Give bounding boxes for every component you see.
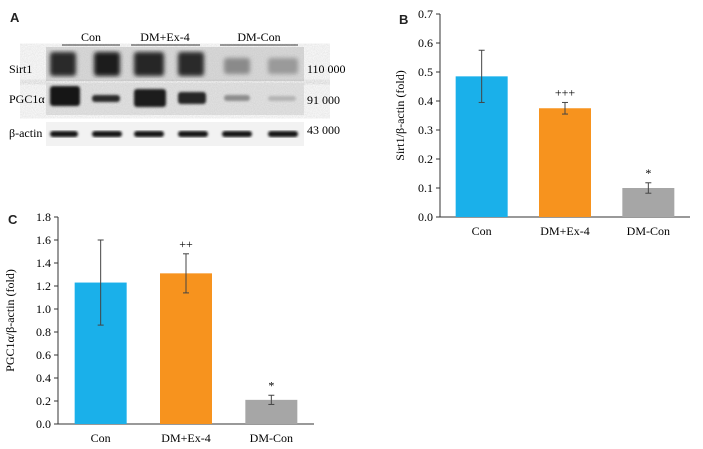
x-tick-label: DM+Ex-4: [540, 224, 589, 238]
blot-group-label: DM+Ex-4: [140, 30, 189, 44]
bar-1: [539, 108, 591, 217]
western-blot: Con DM+Ex-4 DM-Con Sirt1 110 000 PGC1: [9, 30, 346, 146]
y-tick-label: 0.1: [418, 181, 433, 195]
beta-actin-blot-strip: [46, 122, 304, 146]
y-tick-label: 0.8: [36, 325, 51, 339]
x-tick-label: Con: [91, 431, 111, 445]
significance-mark: +++: [555, 85, 576, 99]
panel-c-label: C: [8, 212, 18, 227]
panel-a-label: A: [10, 10, 20, 25]
beta-actin-mw: 43 000: [307, 123, 340, 137]
y-axis-label: Sirt1/β-actin (fold): [393, 70, 407, 160]
pgc1a-label: PGC1α: [9, 92, 45, 106]
x-tick-label: DM-Con: [627, 224, 670, 238]
sirt1-label: Sirt1: [9, 62, 32, 76]
y-tick-label: 0.3: [418, 123, 433, 137]
sirt1-bar-chart: 0.0 0.1 0.2 0.3 0.4 0.5 0.6 0.7 Sirt1/β-actin (f…: [393, 7, 690, 238]
sirt1-mw: 110 000: [307, 62, 346, 76]
y-tick-label: 0.0: [418, 210, 433, 224]
blot-group-label: DM-Con: [237, 30, 280, 44]
y-tick-label: 0.4: [418, 94, 433, 108]
sirt1-blot-strip: [46, 47, 304, 81]
pgc1a-bar-chart: 0.0 0.2 0.4 0.6 0.8 1.0 1.2 1.4 1.6 1.8 PGC1α/β-ac…: [3, 210, 314, 445]
x-tick-label: Con: [472, 224, 492, 238]
y-tick-label: 0.0: [36, 417, 51, 431]
y-axis-label: PGC1α/β-actin (fold): [3, 269, 17, 372]
y-tick-label: 1.2: [36, 279, 51, 293]
y-tick-label: 0.6: [36, 348, 51, 362]
pgc1a-mw: 91 000: [307, 93, 340, 107]
y-tick-label: 0.2: [418, 152, 433, 166]
y-tick-label: 1.4: [36, 256, 51, 270]
pgc1a-blot-strip: [46, 83, 304, 115]
y-tick-label: 0.4: [36, 371, 51, 385]
significance-mark: *: [268, 378, 274, 392]
x-tick-label: DM+Ex-4: [161, 431, 210, 445]
y-tick-label: 1.0: [36, 302, 51, 316]
significance-mark: ++: [179, 237, 193, 251]
significance-mark: *: [645, 166, 651, 180]
y-tick-label: 1.6: [36, 233, 51, 247]
y-tick-label: 0.7: [418, 7, 433, 21]
bar-1: [160, 273, 212, 424]
x-tick-label: DM-Con: [250, 431, 293, 445]
blot-group-label: Con: [81, 30, 101, 44]
y-tick-label: 0.2: [36, 394, 51, 408]
panel-b-label: B: [399, 12, 409, 27]
y-tick-label: 1.8: [36, 210, 51, 224]
beta-actin-label: β-actin: [9, 126, 42, 140]
y-tick-label: 0.6: [418, 36, 433, 50]
y-tick-label: 0.5: [418, 65, 433, 79]
